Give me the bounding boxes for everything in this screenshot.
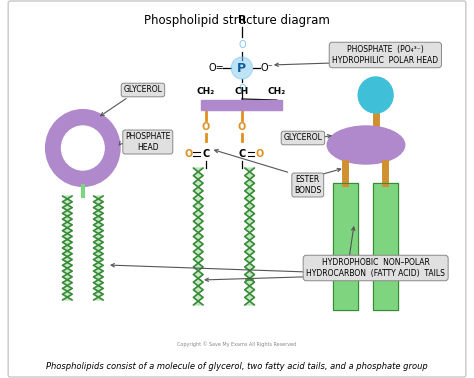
Text: Phospholipids consist of a molecule of glycerol, two fatty acid tails, and a pho: Phospholipids consist of a molecule of g…	[46, 362, 428, 371]
Text: PHOSPHATE
HEAD: PHOSPHATE HEAD	[125, 132, 171, 152]
Text: ESTER
BONDS: ESTER BONDS	[294, 175, 321, 195]
Text: O: O	[255, 149, 264, 159]
Text: O: O	[202, 122, 210, 132]
Text: O=: O=	[209, 63, 225, 73]
Text: GLYCEROL: GLYCEROL	[124, 85, 163, 94]
Circle shape	[46, 110, 119, 186]
Bar	[201, 100, 282, 110]
Ellipse shape	[327, 126, 405, 164]
Text: CH: CH	[235, 87, 249, 96]
Bar	[373, 183, 398, 310]
Text: O: O	[238, 122, 246, 132]
Text: CH₂: CH₂	[268, 87, 286, 96]
Text: GLYCEROL: GLYCEROL	[283, 133, 322, 143]
Text: C: C	[202, 149, 210, 159]
Text: O: O	[238, 84, 246, 94]
Polygon shape	[93, 196, 103, 300]
Text: O⁻: O⁻	[261, 63, 273, 73]
Text: PHOSPHATE  (PO₄³⁻)
HYDROPHILIC  POLAR HEAD: PHOSPHATE (PO₄³⁻) HYDROPHILIC POLAR HEAD	[332, 45, 438, 65]
Bar	[333, 183, 358, 310]
Polygon shape	[63, 196, 72, 300]
Text: O: O	[184, 149, 192, 159]
Text: C: C	[238, 149, 246, 159]
Text: P: P	[237, 62, 246, 74]
Circle shape	[358, 77, 393, 113]
Polygon shape	[193, 168, 203, 305]
Text: Phospholipid structure diagram: Phospholipid structure diagram	[144, 14, 330, 27]
FancyBboxPatch shape	[8, 1, 466, 377]
Bar	[373, 183, 398, 310]
Text: R: R	[237, 15, 246, 25]
Polygon shape	[245, 168, 255, 305]
Text: CH₂: CH₂	[197, 87, 215, 96]
Text: O: O	[238, 40, 246, 50]
Text: Copyright © Save My Exams All Rights Reserved: Copyright © Save My Exams All Rights Res…	[177, 341, 297, 347]
Circle shape	[62, 126, 104, 170]
Circle shape	[231, 57, 253, 79]
Text: HYDROPHOBIC  NON–POLAR
HYDROCARBON  (FATTY ACID)  TAILS: HYDROPHOBIC NON–POLAR HYDROCARBON (FATTY…	[306, 258, 445, 278]
Bar	[333, 183, 358, 310]
